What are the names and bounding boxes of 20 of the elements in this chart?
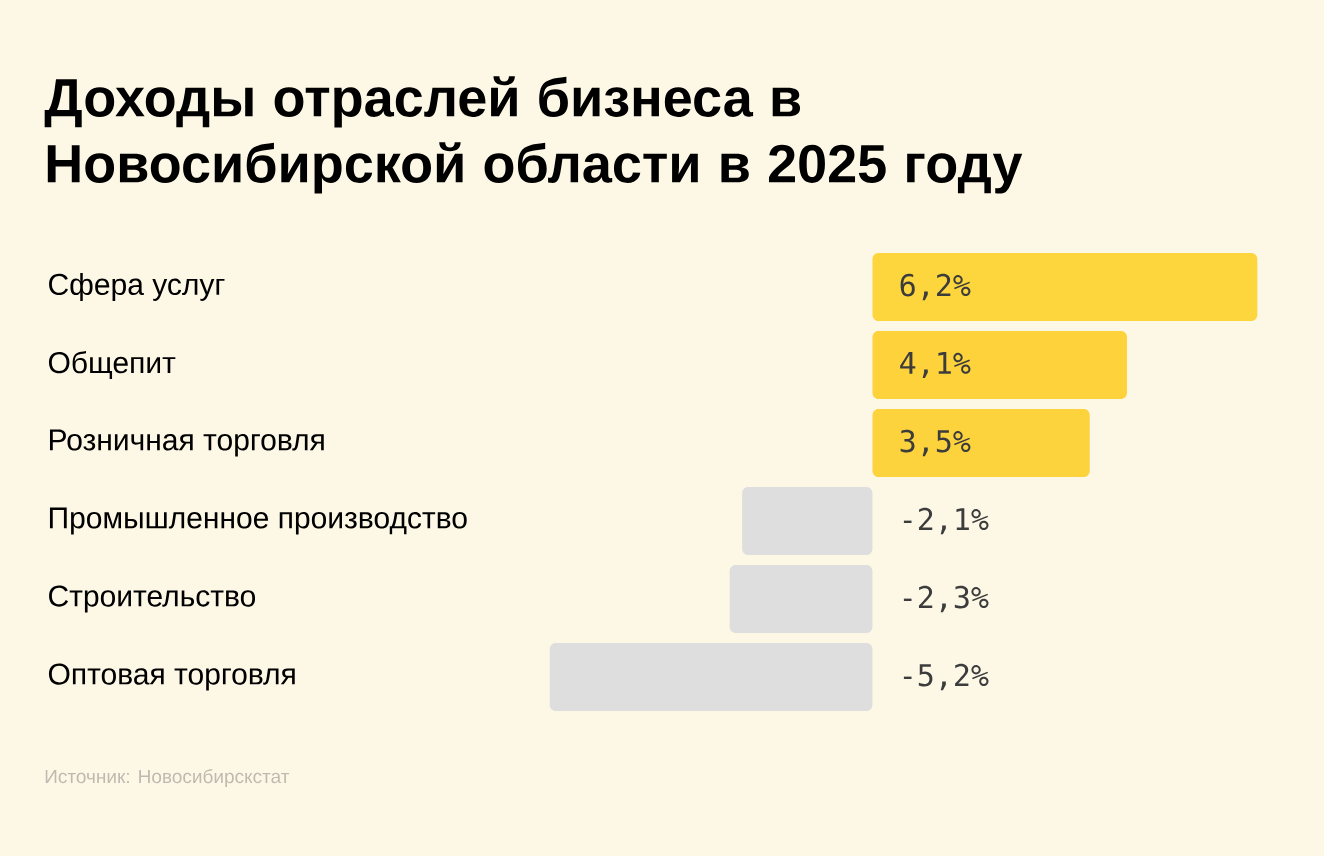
bar <box>872 331 1127 399</box>
bar <box>742 487 873 555</box>
y-tick-label: Строительство <box>49 585 256 613</box>
data-label: 3,5% <box>900 429 971 457</box>
bar <box>549 643 873 711</box>
y-tick-label: Оптовая торговля <box>48 663 295 691</box>
bar <box>872 409 1090 477</box>
data-label: 6,2% <box>900 273 971 301</box>
y-tick-label: Розничная торговля <box>49 429 324 457</box>
data-label: 4,1% <box>900 351 971 379</box>
bar <box>729 565 873 633</box>
data-label: -5,2% <box>903 663 989 691</box>
y-tick-label: Сфера услуг <box>49 273 225 301</box>
data-label: -2,1% <box>903 507 989 535</box>
chart-title: Доходы отраслей бизнеса в Новосибирской области в 2025 году <box>44 76 1023 194</box>
y-tick-label: Общепит <box>48 351 176 379</box>
text: Источник: Новосибирскстат <box>45 769 290 787</box>
y-tick-label: Промышленное производство <box>49 507 467 535</box>
bar <box>872 253 1258 321</box>
data-label: -2,3% <box>903 585 989 613</box>
